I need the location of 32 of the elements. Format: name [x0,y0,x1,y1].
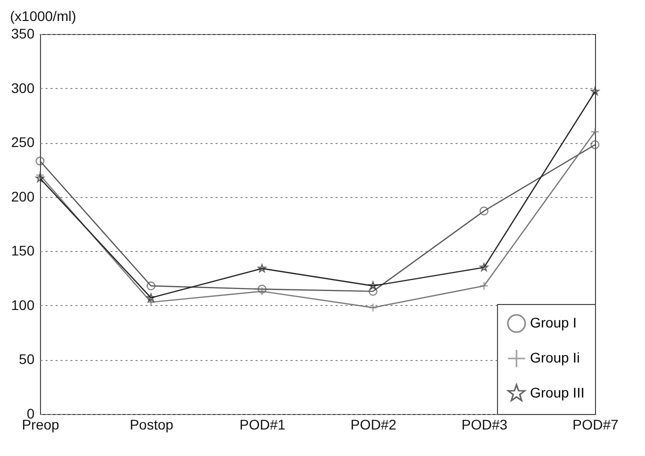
y-tick-label: 300 [11,80,35,96]
point [590,87,600,96]
x-tick-label: POD#1 [240,416,286,432]
y-tick-label: 50 [18,351,35,368]
y-tick-label: 250 [11,134,35,150]
point [368,286,378,296]
point [258,264,266,272]
point [480,206,488,216]
point [36,170,44,180]
point [368,281,378,290]
point [146,298,156,307]
legend-label: Group Ii [530,350,580,366]
point [480,281,488,290]
y-tick-label: 150 [11,242,35,259]
legend-label: Group III [530,384,584,400]
point [590,127,600,136]
legend-label: Group I [530,314,577,330]
y-tick-label: 200 [11,188,35,204]
x-tick-label: POD#3 [462,416,508,432]
y-tick-label: 350 [11,26,35,42]
point [36,156,44,166]
point [36,174,44,182]
y-tick-label: 100 [11,296,35,313]
y-axis-title: (x1000/ml) [10,8,76,24]
point [146,293,156,302]
point [480,262,488,272]
point [590,140,600,150]
x-tick-label: POD#2 [350,416,397,432]
x-tick-label: POD#7 [572,416,619,432]
point [146,281,156,290]
point [368,303,378,312]
x-tick-label: Postop [130,416,174,432]
